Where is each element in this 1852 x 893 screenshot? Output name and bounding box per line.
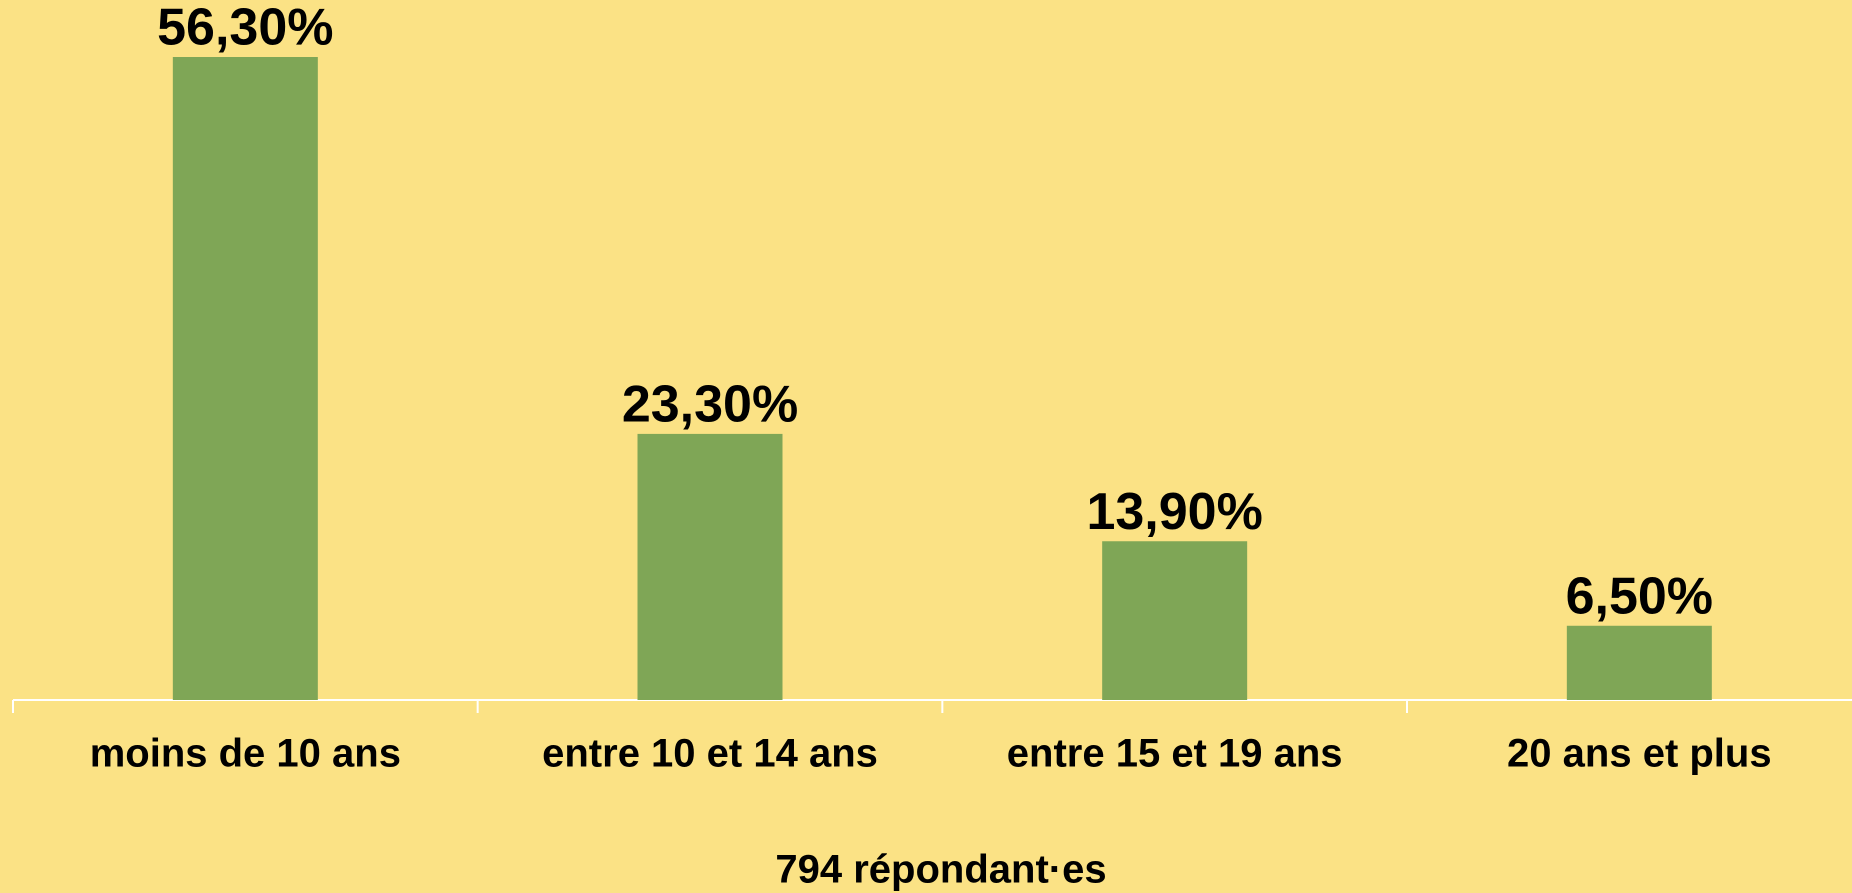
x-axis-title: 794 répondant·es	[775, 848, 1106, 892]
value-label: 13,90%	[1086, 483, 1262, 541]
bar	[1566, 625, 1712, 700]
x-tick-label: 20 ans et plus	[1507, 732, 1772, 776]
bar	[1102, 541, 1248, 700]
x-tick-label: entre 10 et 14 ans	[542, 732, 878, 776]
bar	[172, 57, 318, 700]
x-tick-label: entre 15 et 19 ans	[1007, 732, 1343, 776]
value-label: 6,50%	[1566, 567, 1713, 625]
x-tick-label: moins de 10 ans	[90, 732, 401, 776]
bar	[637, 433, 783, 700]
value-label: 56,30%	[157, 0, 333, 57]
value-label: 23,30%	[622, 376, 798, 434]
